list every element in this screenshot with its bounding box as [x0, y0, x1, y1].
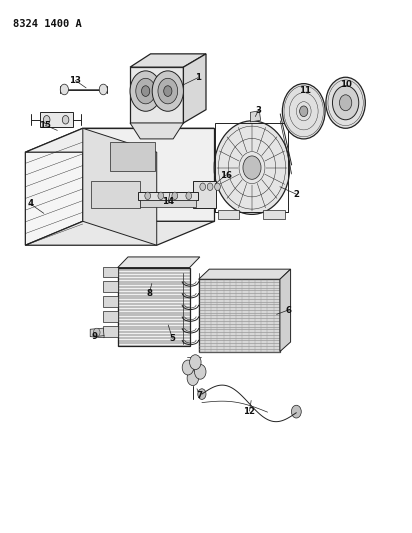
Text: 12: 12 [243, 407, 255, 416]
Text: 7: 7 [197, 391, 203, 400]
Circle shape [136, 78, 155, 104]
Circle shape [332, 86, 359, 120]
Polygon shape [118, 257, 200, 268]
Polygon shape [83, 128, 157, 245]
Text: 14: 14 [162, 197, 174, 206]
Polygon shape [110, 142, 154, 171]
Ellipse shape [214, 121, 290, 214]
Circle shape [200, 183, 206, 190]
Polygon shape [264, 210, 285, 219]
Polygon shape [103, 296, 118, 307]
Circle shape [182, 360, 194, 375]
Text: 8324 1400 A: 8324 1400 A [13, 19, 82, 29]
Circle shape [187, 370, 199, 385]
Circle shape [164, 86, 172, 96]
Text: 16: 16 [220, 171, 232, 180]
Polygon shape [250, 111, 261, 122]
Text: 1: 1 [195, 73, 201, 82]
Circle shape [215, 183, 220, 190]
Circle shape [300, 106, 308, 117]
Text: 6: 6 [285, 305, 291, 314]
Polygon shape [199, 279, 280, 352]
Circle shape [172, 192, 178, 199]
Text: 11: 11 [299, 85, 311, 94]
Circle shape [43, 116, 50, 124]
Polygon shape [138, 192, 198, 199]
Text: 13: 13 [70, 76, 82, 85]
Circle shape [243, 156, 261, 179]
Circle shape [158, 192, 164, 199]
Circle shape [339, 95, 352, 111]
Circle shape [60, 84, 68, 95]
Polygon shape [118, 268, 190, 346]
Text: 5: 5 [169, 334, 175, 343]
Circle shape [186, 192, 192, 199]
Circle shape [152, 71, 183, 111]
Polygon shape [103, 281, 118, 292]
Polygon shape [280, 269, 290, 352]
Polygon shape [193, 181, 216, 208]
Polygon shape [40, 112, 73, 127]
Polygon shape [130, 54, 206, 67]
Polygon shape [90, 328, 104, 338]
Polygon shape [199, 269, 290, 279]
Polygon shape [183, 54, 206, 123]
Circle shape [190, 355, 201, 369]
Circle shape [198, 389, 206, 399]
Circle shape [99, 84, 108, 95]
Circle shape [62, 116, 69, 124]
Circle shape [282, 84, 325, 139]
Polygon shape [25, 221, 214, 245]
Circle shape [130, 71, 161, 111]
Circle shape [142, 86, 150, 96]
Circle shape [207, 183, 213, 190]
Polygon shape [130, 123, 183, 139]
Text: 15: 15 [39, 120, 51, 130]
Polygon shape [130, 67, 183, 123]
Polygon shape [103, 311, 118, 322]
Circle shape [158, 78, 178, 104]
Circle shape [326, 77, 365, 128]
Polygon shape [83, 128, 214, 221]
Text: 8: 8 [146, 288, 152, 297]
Text: 2: 2 [293, 190, 300, 199]
Polygon shape [25, 128, 214, 152]
Polygon shape [218, 210, 239, 219]
Text: 10: 10 [339, 80, 351, 89]
Polygon shape [91, 181, 140, 208]
Circle shape [94, 328, 100, 337]
Polygon shape [140, 199, 196, 207]
Circle shape [194, 365, 206, 379]
Polygon shape [25, 128, 83, 245]
Circle shape [145, 192, 150, 199]
Polygon shape [103, 326, 118, 337]
Text: 4: 4 [27, 199, 33, 208]
Text: 9: 9 [91, 332, 97, 341]
Circle shape [291, 405, 301, 418]
Text: 3: 3 [255, 106, 262, 115]
Polygon shape [103, 266, 118, 277]
